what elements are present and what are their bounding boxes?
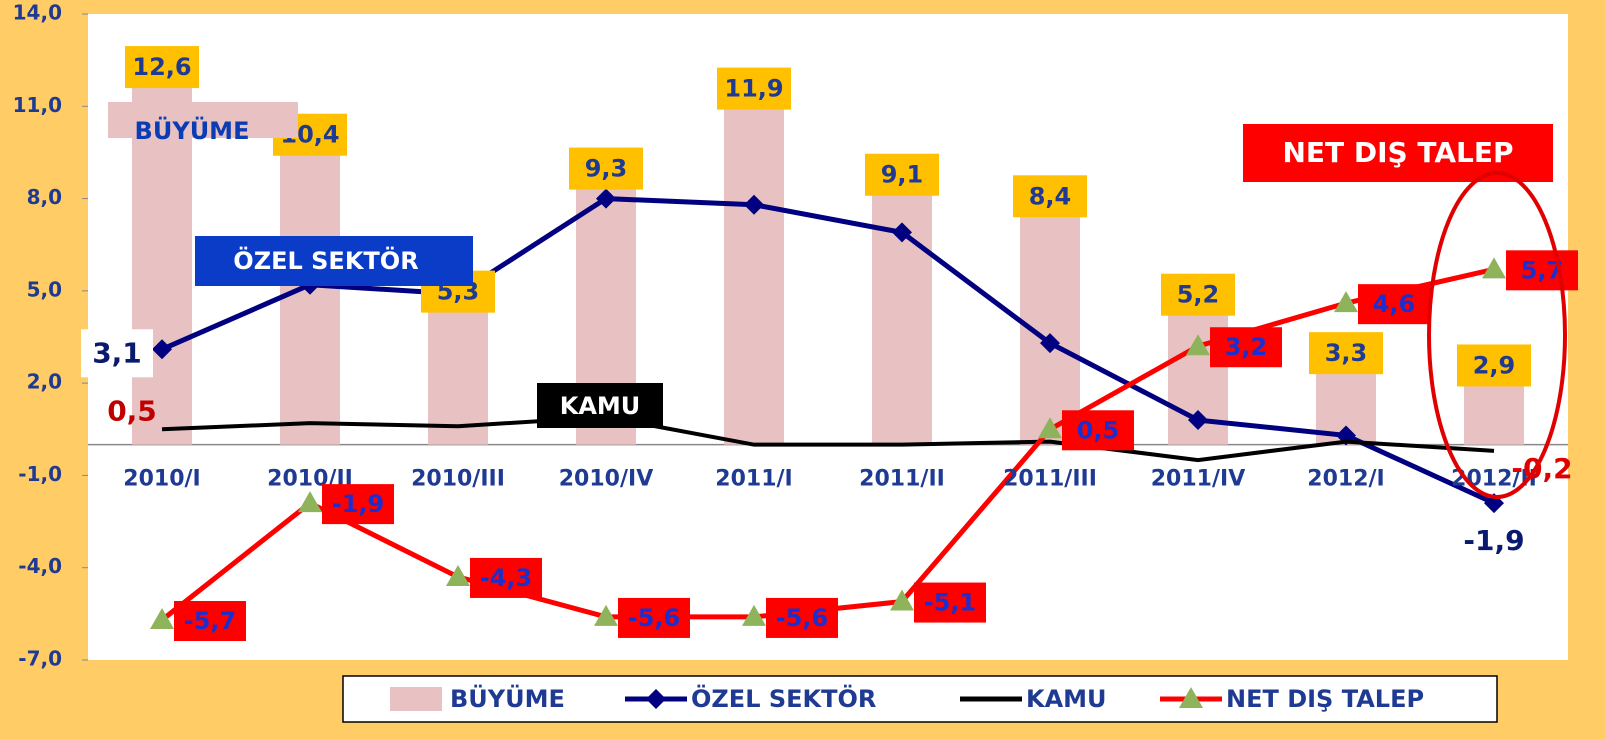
data-label: 9,3 [585,155,628,183]
data-label: 12,6 [132,53,191,81]
data-label-box [125,46,199,89]
legend-label: KAMU [1026,685,1107,713]
marker [1038,417,1062,439]
marker [446,564,470,586]
data-label: 3,1 [92,336,142,369]
x-tick-label: 2012/I [1307,467,1384,492]
data-label: 0,5 [1077,416,1120,444]
data-label: 4,6 [1373,290,1416,318]
data-label: 3,3 [1325,339,1368,367]
bar [872,164,932,445]
marker [744,194,764,215]
data-label-box [81,329,153,378]
marker [892,222,912,243]
marker [1334,291,1358,313]
data-label: -4,3 [480,564,532,592]
legend [342,675,1498,723]
data-label-box [470,557,542,598]
data-label: -5,6 [776,604,828,632]
legend-label: ÖZEL SEKTÖR [691,683,876,713]
data-label: 0,5 [107,394,157,427]
data-label-box [1013,175,1087,218]
marker [1040,333,1060,354]
data-label-box [1506,250,1578,291]
data-label-box [322,484,394,525]
line [161,414,1495,463]
line [160,196,1496,506]
marker [1186,334,1210,356]
x-tick-label: 2011/IV [1151,467,1245,492]
data-label: -1,9 [332,490,384,518]
highlight-ellipse [1427,171,1567,499]
marker [1188,410,1208,431]
bar [1020,186,1080,445]
y-tick-label: 14,0 [13,1,62,25]
annotation: BÜYÜME [135,115,250,145]
data-label-box [766,597,838,638]
marker [742,604,766,626]
data-label: -5,7 [184,607,236,635]
x-tick-label: 2011/III [1003,467,1097,492]
annotation: ÖZEL SEKTÖR [233,245,418,275]
bar [724,78,784,445]
y-tick-label: 5,0 [27,277,62,301]
y-tick-label: 11,0 [13,93,62,117]
marker [1482,257,1506,279]
data-label-box [1309,332,1383,375]
x-tick-label: 2010/I [123,467,200,492]
data-label: 5,2 [1177,281,1220,309]
legend-label: BÜYÜME [450,683,565,713]
data-label-box [569,147,643,190]
data-label-box [914,582,986,623]
annotation: KAMU [560,392,641,420]
data-label: 2,9 [1473,351,1516,379]
data-label-box [1358,284,1430,325]
annotation: NET DIŞ TALEP [1282,136,1513,169]
data-label-box [618,597,690,638]
legend-label: NET DIŞ TALEP [1226,685,1424,713]
data-label-box [1210,327,1282,368]
data-label-box [1161,273,1235,316]
marker [890,589,914,611]
x-tick-label: 2010/III [411,467,505,492]
legend-marker [646,689,666,709]
annotation-box [195,236,473,286]
data-label-box [174,601,246,642]
data-label: 9,1 [881,161,924,189]
data-label: -1,9 [1463,524,1524,557]
data-label: 8,4 [1029,182,1072,210]
marker [298,491,322,513]
legend-marker [1179,687,1203,708]
data-label: 11,9 [724,75,783,103]
y-tick-label: 2,0 [27,370,62,394]
data-label-box [865,153,939,196]
annotation-box [108,102,298,138]
annotation-box [537,383,663,428]
legend-swatch [390,687,442,711]
marker [594,604,618,626]
data-label-box [717,67,791,110]
y-tick-label: -7,0 [18,647,62,671]
marker [152,339,172,360]
data-label: 3,2 [1225,333,1268,361]
data-label-box [1457,344,1531,387]
y-tick-label: -4,0 [18,554,62,578]
data-label: -5,1 [924,589,976,617]
x-tick-label: 2011/II [859,467,945,492]
x-tick-label: 2010/IV [559,467,653,492]
data-label: -5,6 [628,604,680,632]
marker [596,188,616,209]
y-tick-label: -1,0 [18,462,62,486]
y-tick-label: 8,0 [27,185,62,209]
marker [150,608,174,630]
x-tick-label: 2011/I [715,467,792,492]
data-label-box [1062,410,1134,451]
